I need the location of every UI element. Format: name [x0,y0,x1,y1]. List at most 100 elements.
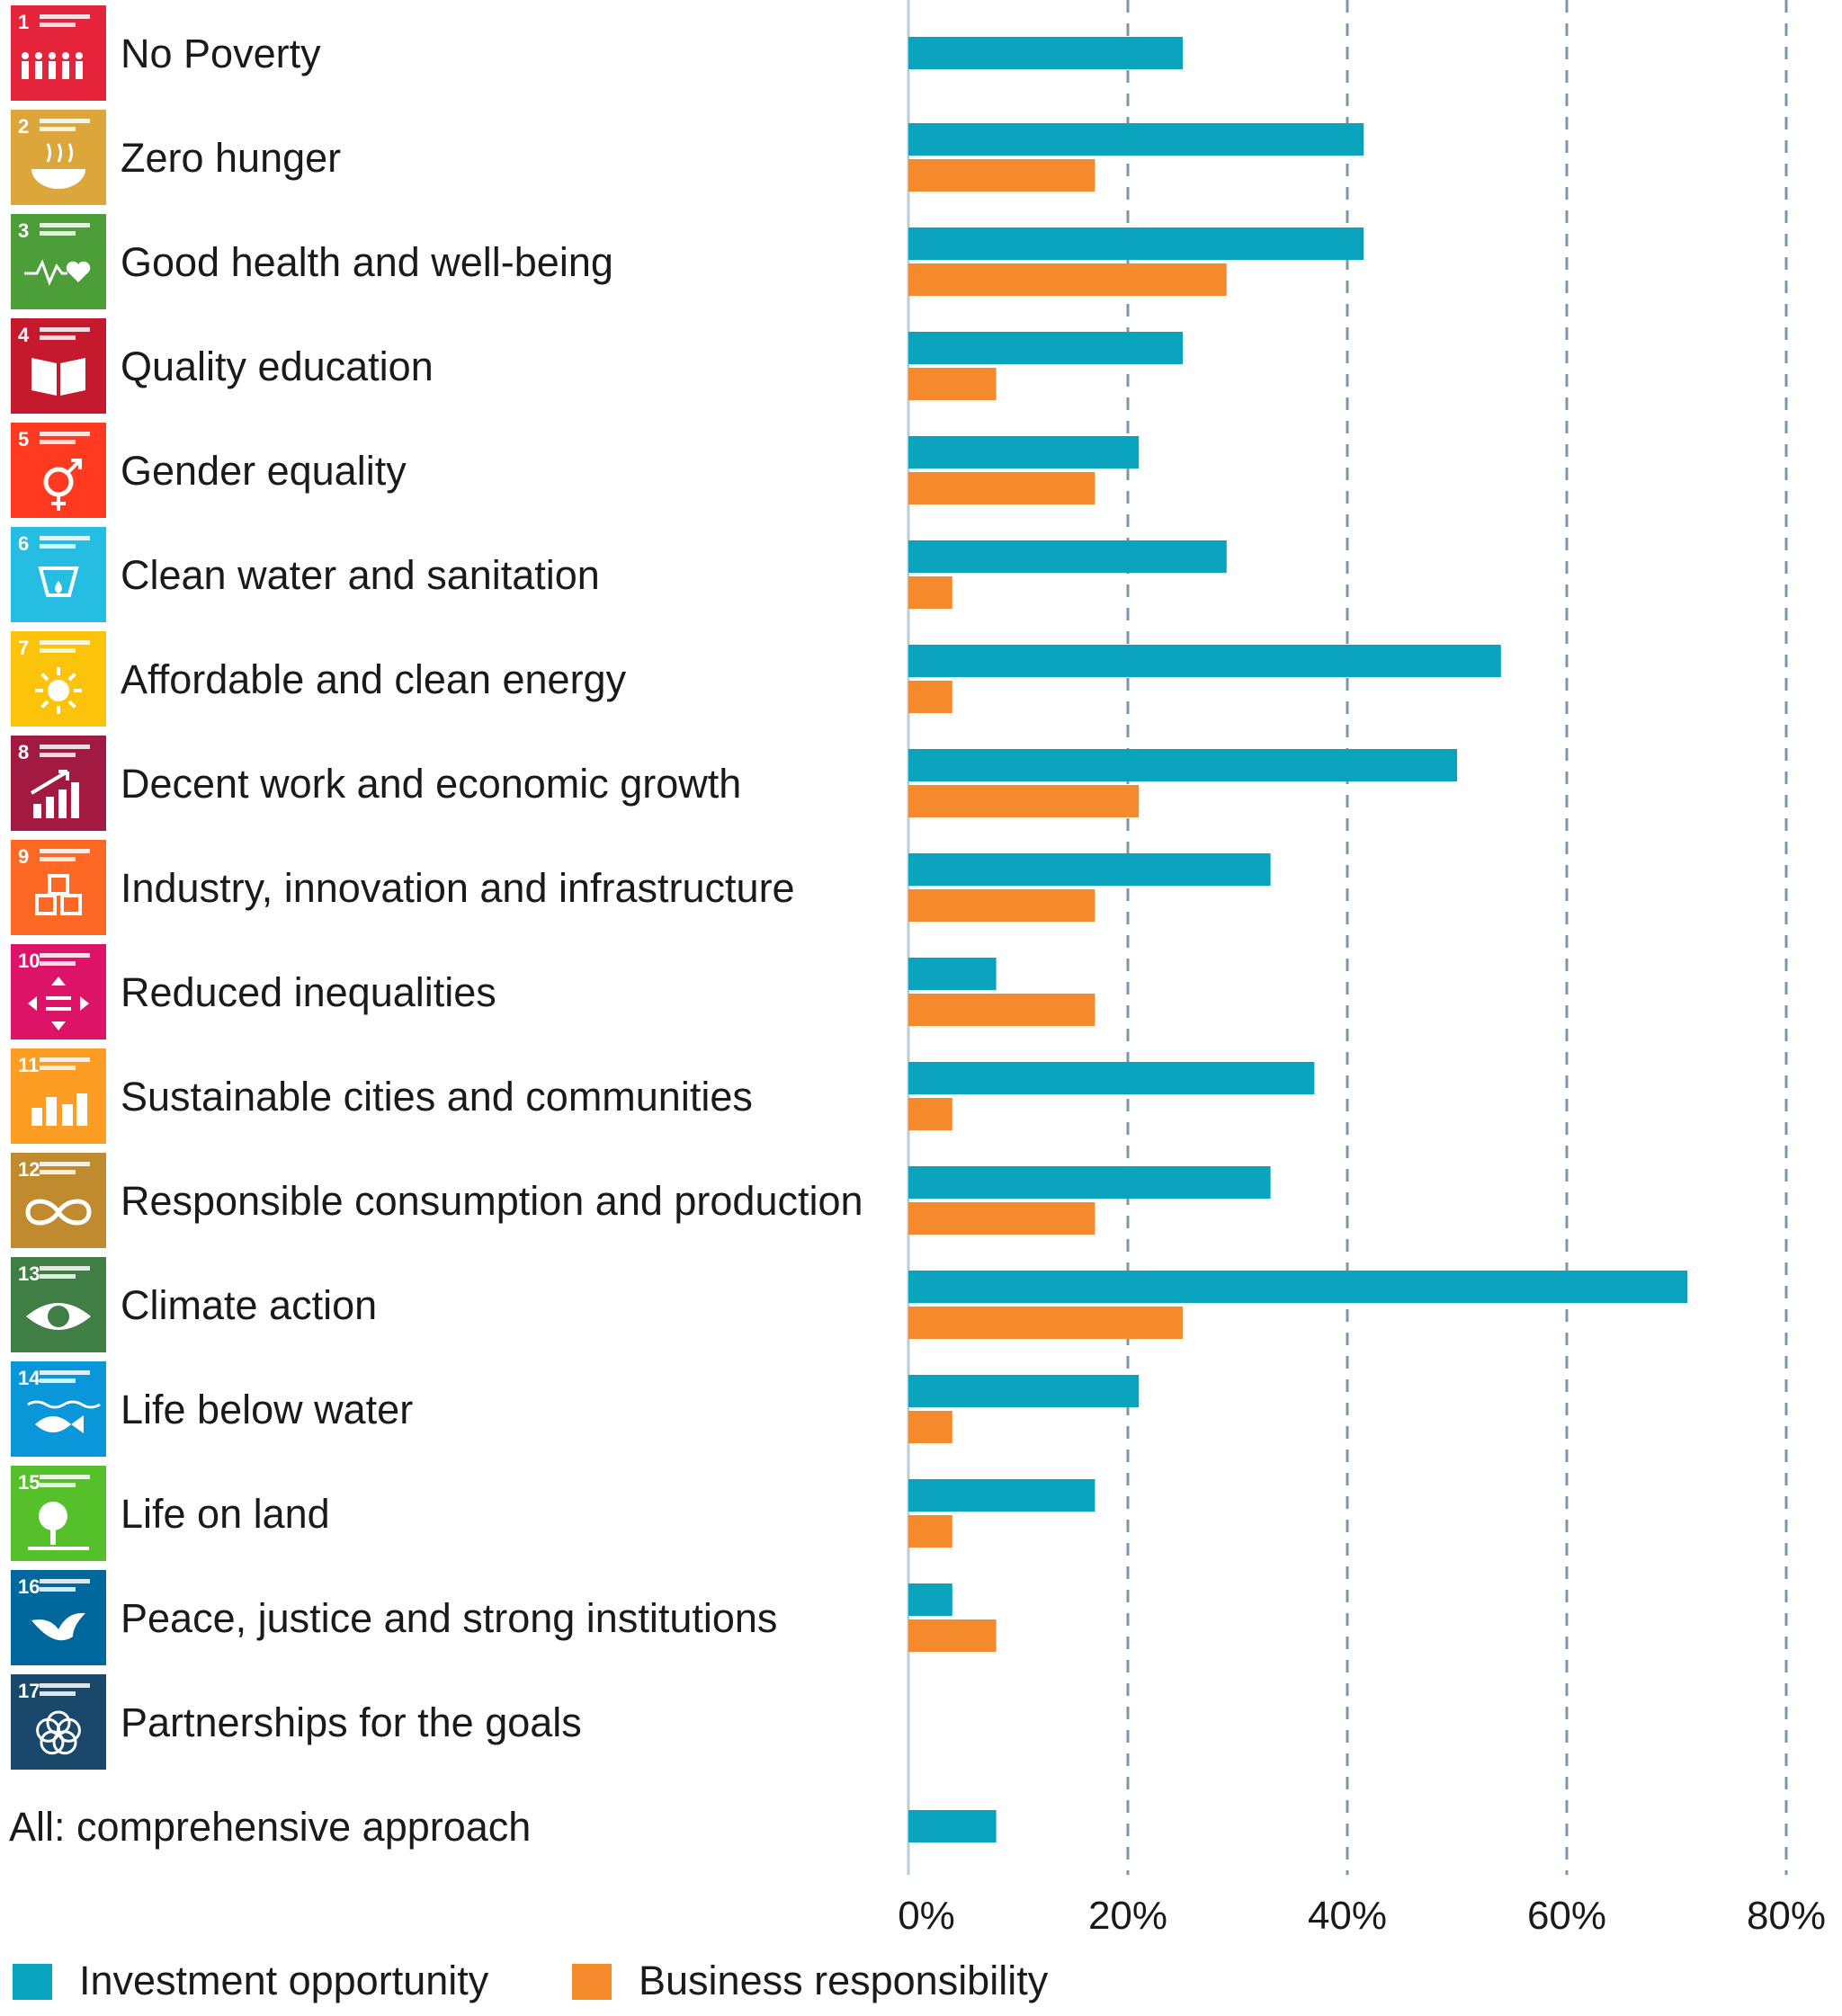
sun-ray [67,673,76,682]
sdg-title-stripe [40,22,76,27]
legend: Investment opportunity Business responsib… [13,1958,1049,2003]
sdg-icon-tile [11,318,106,414]
sdg-title-stripe [40,1579,90,1583]
sdg-number: 11 [18,1054,39,1076]
bar-investment-opportunity [908,1479,1095,1512]
ground-line [28,1547,89,1550]
sdg-title-stripe [40,640,90,645]
bar-investment-opportunity [908,1810,997,1842]
bar-investment-opportunity [908,1062,1315,1094]
bar-business-responsibility [908,1202,1095,1235]
category-label: Good health and well-being [121,239,613,285]
building-shape [76,1093,87,1126]
bowl-icon: 2 [11,110,106,205]
sdg-number: 12 [18,1158,40,1181]
sun-icon: 7 [11,631,106,727]
growth-bar [46,797,54,818]
sdg-number: 1 [18,11,29,33]
sdg-number: 6 [18,532,29,555]
person-head [35,52,42,59]
bar-business-responsibility [908,1098,952,1130]
sdg-title-stripe [40,327,90,332]
bar-business-responsibility [908,1619,997,1652]
steam-lines [46,143,73,163]
growth-arrow [30,770,69,795]
bar-investment-opportunity [908,1271,1688,1303]
sdg-icon-tile [11,1361,106,1457]
bar-business-responsibility [908,994,1095,1026]
person-head [76,52,83,59]
sun-ray [40,673,49,682]
sdg-title-stripe [40,1587,76,1592]
heartbeat-icon: 3 [11,214,106,309]
sdg-title-stripe [40,544,76,549]
pulse-line [24,259,67,287]
sdg-number: 10 [18,950,40,972]
sdg-number: 14 [18,1367,40,1389]
category-label: Life below water [121,1387,413,1432]
equality-arrows-icon: 10 [11,944,106,1039]
sdg-title-stripe [40,536,90,540]
city-buildings-icon: 11 [11,1048,106,1144]
sdg-title-stripe [40,1370,90,1375]
equal-bar [46,996,71,1000]
sdg-number: 8 [18,741,29,763]
sdg-icon-tile [11,110,106,205]
bars [908,37,1688,1842]
sdg-number: 4 [18,324,30,346]
family-icon: 1 [11,5,106,101]
growth-chart-icon: 8 [11,736,106,831]
sdg-number: 7 [18,637,29,659]
legend-label: Business responsibility [639,1958,1049,2003]
flower-rings-icon: 17 [11,1674,106,1770]
growth-bar [71,782,79,818]
x-tick-label: 40% [1308,1894,1387,1938]
drop-shape [55,581,62,593]
legend-label: Investment opportunity [79,1958,489,2003]
x-tick-label: 0% [898,1894,955,1938]
sdg-icon-tile [11,1570,106,1665]
book-icon: 4 [11,318,106,414]
growth-bar [58,789,67,818]
category-label: Life on land [121,1491,330,1537]
fish-shape [35,1415,84,1433]
category-label: Sustainable cities and communities [121,1074,753,1120]
bar-investment-opportunity [908,37,1183,69]
bar-business-responsibility [908,785,1140,817]
category-label: Industry, innovation and infrastructure [121,865,795,911]
equal-bar [46,1007,71,1011]
bar-investment-opportunity [908,645,1501,677]
cube-shape [48,874,69,896]
x-tick-label: 60% [1527,1894,1606,1938]
sdg-title-stripe [40,648,76,653]
gender-symbol-icon: 5 [11,423,106,518]
sun-core [48,680,69,701]
person-body [22,61,29,79]
building-shape [62,1104,73,1126]
sdg-number: 3 [18,219,29,242]
person-body [76,61,83,79]
sdg-icon-tile [11,1048,106,1144]
sdg-title-stripe [40,1274,76,1279]
sdg-title-stripe [40,1483,76,1487]
bar-business-responsibility [908,1411,952,1443]
bar-investment-opportunity [908,436,1140,468]
category-label: Clean water and sanitation [121,552,600,598]
category-label: Reduced inequalities [121,969,496,1015]
gender-strokes [51,459,82,511]
sdg-title-stripe [40,1066,76,1070]
category-label: Decent work and economic growth [121,761,741,807]
bar-business-responsibility [908,159,1095,192]
sdg-title-stripe [40,119,90,123]
sdg-title-stripe [40,1170,76,1174]
sdg-title-stripe [40,1057,90,1062]
sdg-number: 16 [18,1575,40,1598]
sdg-title-stripe [40,953,90,958]
person-body [62,61,69,79]
sdg-title-stripe [40,849,90,853]
dove-icon: 16 [11,1570,106,1665]
cubes-icon: 9 [11,840,106,935]
cube-shape [60,894,82,915]
category-labels: No Poverty Zero hunger Good health and wel… [9,31,863,1850]
